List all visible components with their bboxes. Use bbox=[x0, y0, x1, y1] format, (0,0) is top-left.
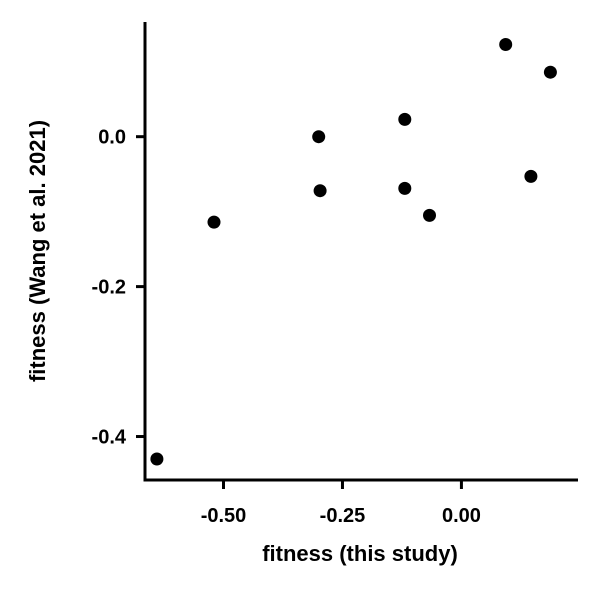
data-point-8 bbox=[499, 38, 513, 51]
data-point-4 bbox=[313, 184, 327, 198]
points-layer bbox=[150, 38, 557, 466]
data-point-10 bbox=[543, 65, 557, 79]
y-axis-label: fitness (Wang et al. 2021) bbox=[25, 120, 50, 382]
data-point-1 bbox=[150, 452, 164, 466]
y-ticks: 0.0 -0.2 -0.4 bbox=[92, 127, 145, 449]
y-tick-label: -0.2 bbox=[92, 277, 126, 299]
data-point-2 bbox=[207, 215, 221, 229]
y-tick-label: 0.0 bbox=[98, 127, 126, 149]
data-point-5 bbox=[398, 112, 412, 126]
data-point-3 bbox=[312, 130, 326, 144]
y-tick-label: -0.4 bbox=[92, 427, 127, 449]
x-axis-label: fitness (this study) bbox=[262, 541, 458, 566]
data-point-6 bbox=[398, 181, 412, 195]
data-point-7 bbox=[423, 208, 436, 222]
x-ticks: -0.50 -0.25 0.00 bbox=[201, 480, 481, 527]
x-tick-label: -0.25 bbox=[320, 505, 366, 527]
x-tick-label: 0.00 bbox=[442, 505, 481, 527]
data-point-9 bbox=[524, 169, 538, 183]
x-tick-label: -0.50 bbox=[201, 505, 247, 527]
